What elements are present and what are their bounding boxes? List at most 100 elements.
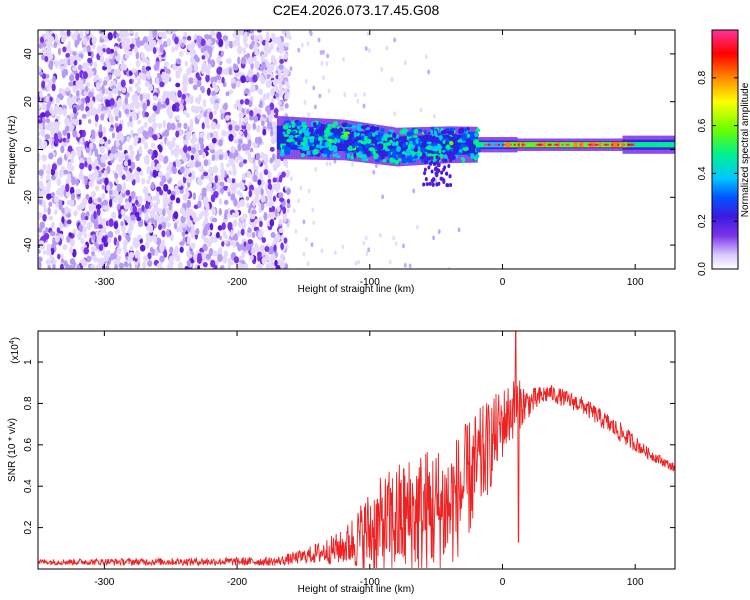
spectrogram-noise-cell bbox=[186, 177, 192, 183]
spectrogram-noise-cell bbox=[268, 261, 273, 269]
spectrogram-noise-cell bbox=[74, 39, 78, 48]
spectrogram-noise-cell bbox=[260, 194, 266, 204]
spectrogram-noise-cell bbox=[82, 62, 88, 70]
spectrogram-noise-cell bbox=[77, 57, 82, 62]
spectrogram-noise-cell bbox=[152, 105, 158, 112]
spectrogram-noise-cell bbox=[121, 87, 127, 94]
spectrogram-noise-cell bbox=[62, 46, 67, 53]
spectrogram-noise-cell bbox=[134, 251, 139, 259]
spectrogram-noise-cell bbox=[125, 189, 131, 196]
spectrogram-noise-cell bbox=[193, 254, 198, 262]
spectrogram-noise-cell bbox=[273, 244, 277, 253]
spectrogram-noise-cell bbox=[408, 263, 412, 269]
spectrogram-noise-cell bbox=[100, 155, 106, 164]
spectrogram-noise-cell bbox=[39, 180, 44, 190]
spectrogram-noise-cell bbox=[312, 85, 316, 91]
spectrogram-noise-cell bbox=[193, 54, 199, 61]
spectrogram-band-blob bbox=[461, 133, 467, 138]
spectrogram-noise-cell bbox=[149, 30, 153, 36]
spectrogram-noise-cell bbox=[38, 169, 44, 176]
spectrogram-noise-cell bbox=[97, 106, 102, 115]
spectrogram-noise-cell bbox=[143, 121, 148, 128]
spectrogram-noise-cell bbox=[236, 230, 241, 238]
spectrogram-noise-cell bbox=[159, 189, 164, 196]
spectrogram-x-tick-label: -300 bbox=[94, 277, 114, 288]
spectrogram-noise-cell bbox=[101, 225, 107, 234]
spectrogram-noise-cell bbox=[101, 184, 106, 190]
spectrogram-band-core bbox=[280, 125, 282, 150]
spectrogram-band-blob bbox=[430, 155, 434, 160]
spectrogram-noise-cell bbox=[136, 78, 141, 86]
spectrogram-noise-cell bbox=[209, 111, 214, 120]
spectrogram-noise-cell bbox=[39, 71, 43, 76]
spectrogram-band-core bbox=[388, 135, 391, 157]
spectrogram-noise-cell bbox=[199, 112, 204, 118]
spectrogram-noise-cell bbox=[109, 127, 114, 132]
spectrogram-noise-cell bbox=[84, 85, 89, 92]
spectrogram-band-blob bbox=[433, 129, 437, 135]
snr-x-ticks: -300 -200 -100 0 100 bbox=[94, 331, 644, 588]
spectrogram-band-blob bbox=[348, 136, 352, 140]
spectrogram-noise-cell bbox=[282, 206, 287, 215]
spectrogram-noise-cell bbox=[232, 132, 237, 138]
spectrogram-noise-cell bbox=[260, 202, 265, 211]
spectrogram-noise-cell bbox=[168, 259, 174, 267]
spectrogram-noise-cell bbox=[170, 194, 176, 201]
spectrogram-band-blob bbox=[443, 154, 448, 158]
spectrogram-noise-cell bbox=[39, 221, 45, 230]
spectrogram-noise-cell bbox=[286, 203, 291, 209]
spectrogram-band-core bbox=[389, 135, 392, 157]
spectrogram-noise-cell bbox=[68, 81, 74, 87]
spectrogram-line-peak bbox=[503, 143, 506, 146]
spectrogram-noise-cell bbox=[69, 57, 74, 66]
spectrogram-noise-cell bbox=[46, 180, 52, 189]
spectrogram-noise-cell bbox=[207, 107, 212, 113]
spectrogram-noise-cell bbox=[145, 92, 151, 102]
spectrogram-band-blob bbox=[306, 151, 311, 156]
spectrogram-noise-cell bbox=[94, 158, 99, 167]
spectrogram-noise-cell bbox=[211, 154, 216, 162]
spectrogram-noise-cell bbox=[101, 84, 105, 92]
spectrogram-noise-cell bbox=[233, 103, 238, 109]
spectrogram-noise-cell bbox=[314, 167, 317, 172]
spectrogram-noise-cell bbox=[198, 105, 204, 112]
spectrogram-noise-cell bbox=[207, 46, 213, 54]
spectrogram-band-blob bbox=[439, 176, 443, 181]
spectrogram-noise-cell bbox=[210, 59, 216, 68]
spectrogram-noise-cell bbox=[86, 110, 92, 118]
spectrogram-noise-cell bbox=[278, 192, 284, 199]
spectrogram-noise-cell bbox=[118, 110, 122, 119]
spectrogram-noise-cell bbox=[117, 234, 122, 242]
spectrogram-noise-cell bbox=[137, 86, 142, 93]
spectrogram-noise-cell bbox=[289, 66, 293, 72]
spectrogram-noise-cell bbox=[267, 183, 273, 191]
spectrogram-band-blob bbox=[406, 131, 413, 137]
spectrogram-band-core bbox=[276, 125, 279, 150]
spectrogram-noise-cell bbox=[95, 93, 101, 102]
spectrogram-noise-cell bbox=[171, 46, 175, 53]
spectrogram-noise-cell bbox=[177, 122, 182, 128]
spectrogram-band-core bbox=[343, 128, 346, 152]
spectrogram-noise-cell bbox=[260, 76, 266, 85]
spectrogram-line-cell bbox=[481, 142, 485, 148]
colorbar-ticks: 0.0 0.2 0.4 0.6 0.8 bbox=[697, 70, 738, 276]
spectrogram-noise-cell bbox=[219, 148, 223, 154]
spectrogram-band-blob bbox=[391, 141, 397, 147]
spectrogram-noise-cell bbox=[366, 31, 370, 37]
spectrogram-band-blob bbox=[425, 145, 432, 150]
spectrogram-noise-cell bbox=[139, 238, 143, 244]
spectrogram-noise-cell bbox=[183, 110, 187, 115]
spectrogram-y-tick-label: 40 bbox=[23, 48, 34, 60]
spectrogram-noise-cell bbox=[45, 227, 49, 233]
spectrogram-noise-cell bbox=[189, 65, 193, 73]
spectrogram-noise-cell bbox=[115, 115, 119, 122]
spectrogram-noise-cell bbox=[93, 210, 97, 220]
spectrogram-noise-cell bbox=[134, 101, 141, 110]
spectrogram-band-blob bbox=[353, 131, 357, 138]
spectrogram-noise-cell bbox=[85, 147, 90, 154]
spectrogram-band-blob bbox=[282, 124, 288, 130]
spectrogram-noise-cell bbox=[174, 36, 179, 45]
spectrogram-band-blob bbox=[436, 159, 440, 164]
spectrogram-noise-cell bbox=[52, 263, 56, 269]
spectrogram-noise-cell bbox=[53, 195, 60, 204]
